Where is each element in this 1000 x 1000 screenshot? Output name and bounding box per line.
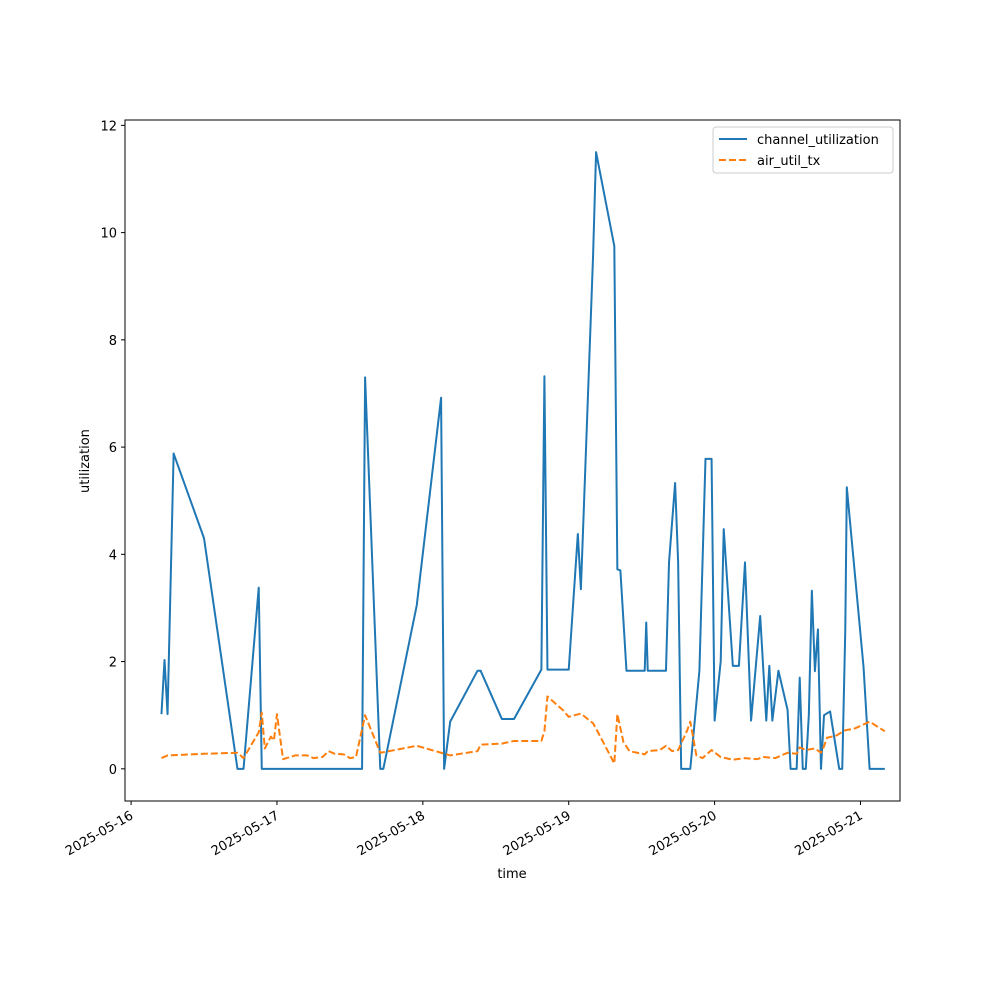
series-line-channel-utilization [160,151,885,770]
legend-label-air-util-tx: air_util_tx [757,154,821,169]
legend-box [712,126,894,174]
legend: channel_utilization air_util_tx [712,126,894,174]
y-tick-label: 4 [109,548,117,563]
y-tick-label: 6 [109,441,117,456]
legend-label-channel-utilization: channel_utilization [757,133,879,148]
y-axis: 0 2 4 6 8 10 12 [100,119,125,778]
y-tick-label: 10 [100,227,117,242]
y-tick-label: 12 [100,119,117,134]
y-tick-label: 8 [109,334,117,349]
series-layer [160,151,886,770]
y-axis-label: utilization [78,429,93,493]
plot-frame [124,119,901,802]
y-tick-label: 0 [109,763,117,778]
plot-area [124,119,901,802]
series-line-air-util-tx [161,695,886,765]
y-tick-label: 2 [109,656,117,671]
x-axis-label: time [497,867,526,882]
